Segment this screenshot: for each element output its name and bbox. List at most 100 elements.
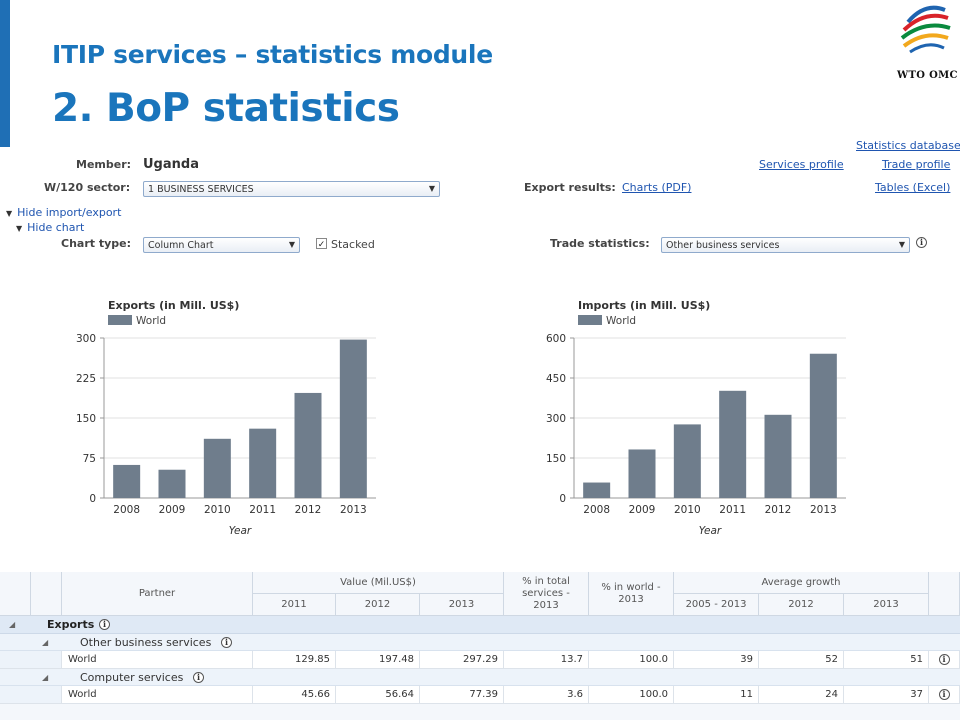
bar-2010: [203, 438, 231, 498]
header-value-2012[interactable]: 2012: [336, 594, 420, 616]
stacked-label: Stacked: [331, 238, 375, 251]
x-tick-label: 2013: [340, 504, 367, 516]
cell-partner: World: [62, 651, 253, 669]
cell-growth-2012: 24: [759, 686, 844, 704]
services-profile-link[interactable]: Services profile: [759, 158, 844, 171]
info-icon[interactable]: i: [938, 689, 950, 700]
sector-select[interactable]: 1 BUSINESS SERVICES ▼: [143, 181, 440, 197]
y-tick-label: 0: [89, 493, 96, 505]
cell-value-2013: 297.29: [420, 651, 504, 669]
cell-value-2013: 77.39: [420, 686, 504, 704]
exports-chart: Exports (in Mill. US$) World 0 75 150 225 300 2…: [76, 299, 376, 537]
trade-statistics-select[interactable]: Other business services ▼: [661, 237, 910, 253]
stacked-checkbox[interactable]: ✓: [316, 238, 327, 249]
cell-info: i: [929, 651, 960, 669]
x-tick-label: 2012: [295, 504, 322, 516]
sector-label: W/120 sector:: [44, 181, 131, 194]
triangle-down-icon: ▼: [16, 224, 23, 233]
section-label: Other business services: [80, 635, 212, 649]
bar-2010: [673, 424, 701, 498]
y-tick-label: 300: [76, 333, 96, 345]
collapse-icon[interactable]: ◢: [42, 672, 49, 682]
section-row[interactable]: ◢ Computer services i: [0, 669, 960, 686]
x-tick-label: 2010: [204, 504, 231, 516]
x-axis-title: Year: [699, 525, 722, 537]
bar-2013: [339, 339, 367, 498]
chart-type-select[interactable]: Column Chart ▼: [143, 237, 300, 253]
hide-import-export-toggle[interactable]: ▼ Hide import/export: [6, 206, 121, 219]
table-footer-strip: [0, 704, 960, 720]
header-value-2013[interactable]: 2013: [420, 594, 504, 616]
bar-2009: [158, 469, 186, 498]
header-pct-total[interactable]: % in total services - 2013: [504, 572, 589, 616]
cell-value-2011: 129.85: [253, 651, 336, 669]
section-row[interactable]: ◢ Other business services i: [0, 634, 960, 651]
x-tick-label: 2008: [583, 504, 610, 516]
bar-2012: [294, 392, 322, 498]
header-growth-2012[interactable]: 2012: [759, 594, 844, 616]
table-expander-col: [31, 572, 62, 616]
cell-pct-world: 100.0: [589, 651, 674, 669]
y-tick-label: 300: [546, 413, 566, 425]
hide-chart-label: Hide chart: [27, 221, 85, 234]
row-indent: [0, 651, 62, 669]
info-icon[interactable]: i: [193, 672, 204, 683]
section-label: Computer services: [80, 670, 184, 684]
x-axis-title: Year: [229, 525, 252, 537]
x-tick-label: 2013: [810, 504, 837, 516]
collapse-icon[interactable]: ◢: [9, 620, 16, 629]
logo-text: WTO OMC: [897, 70, 958, 81]
hide-chart-toggle[interactable]: ▼ Hide chart: [16, 221, 84, 234]
chart-title: Exports (in Mill. US$): [108, 299, 239, 312]
cell-growth-2012: 52: [759, 651, 844, 669]
cell-value-2012: 197.48: [336, 651, 420, 669]
group-row-exports[interactable]: ◢ Exports i: [0, 616, 960, 634]
chart-title: Imports (in Mill. US$): [578, 299, 710, 312]
imports-chart: Imports (in Mill. US$) World 0 150 300 450 600…: [546, 299, 846, 537]
info-icon[interactable]: i: [938, 654, 950, 665]
chevron-down-icon: ▼: [428, 184, 435, 193]
trade-statistics-label: Trade statistics:: [550, 237, 650, 250]
header-growth-2013[interactable]: 2013: [844, 594, 929, 616]
group-label: Exports: [47, 618, 95, 631]
bar-2011: [719, 390, 747, 498]
info-icon[interactable]: i: [221, 637, 232, 648]
header-pct-world[interactable]: % in world - 2013: [589, 572, 674, 616]
x-tick-label: 2012: [765, 504, 792, 516]
legend-swatch: [108, 315, 132, 325]
chart-type-value: Column Chart: [148, 240, 214, 251]
header-partner[interactable]: Partner: [62, 572, 253, 616]
legend-swatch: [578, 315, 602, 325]
sector-select-value: 1 BUSINESS SERVICES: [148, 184, 254, 195]
x-tick-label: 2009: [629, 504, 656, 516]
y-tick-label: 225: [76, 373, 96, 385]
cell-growth-2005-2013: 39: [674, 651, 759, 669]
header-value: Value (Mil.US$): [253, 572, 504, 594]
header-value-2011[interactable]: 2011: [253, 594, 336, 616]
cell-info: i: [929, 686, 960, 704]
statistics-database-link[interactable]: Statistics database: [856, 139, 960, 152]
info-icon[interactable]: i: [916, 237, 927, 248]
y-tick-label: 600: [546, 333, 566, 345]
slide-subtitle: 2. BoP statistics: [52, 86, 400, 131]
y-tick-label: 150: [546, 453, 566, 465]
export-results-label: Export results:: [524, 181, 616, 194]
x-tick-label: 2011: [249, 504, 276, 516]
bar-2011: [249, 428, 277, 498]
table-corner: [0, 572, 31, 616]
slide-title: ITIP services – statistics module: [52, 40, 493, 69]
trade-profile-link[interactable]: Trade profile: [882, 158, 951, 171]
info-icon[interactable]: i: [99, 619, 110, 630]
x-tick-label: 2010: [674, 504, 701, 516]
header-growth-2005-2013[interactable]: 2005 - 2013: [674, 594, 759, 616]
x-tick-label: 2011: [719, 504, 746, 516]
collapse-icon[interactable]: ◢: [42, 637, 49, 647]
charts-pdf-link[interactable]: Charts (PDF): [622, 181, 692, 194]
cell-partner: World: [62, 686, 253, 704]
x-tick-label: 2008: [113, 504, 140, 516]
cell-pct-world: 100.0: [589, 686, 674, 704]
cell-value-2011: 45.66: [253, 686, 336, 704]
bar-2012: [764, 414, 792, 498]
tables-excel-link[interactable]: Tables (Excel): [875, 181, 951, 194]
y-tick-label: 75: [83, 453, 96, 465]
